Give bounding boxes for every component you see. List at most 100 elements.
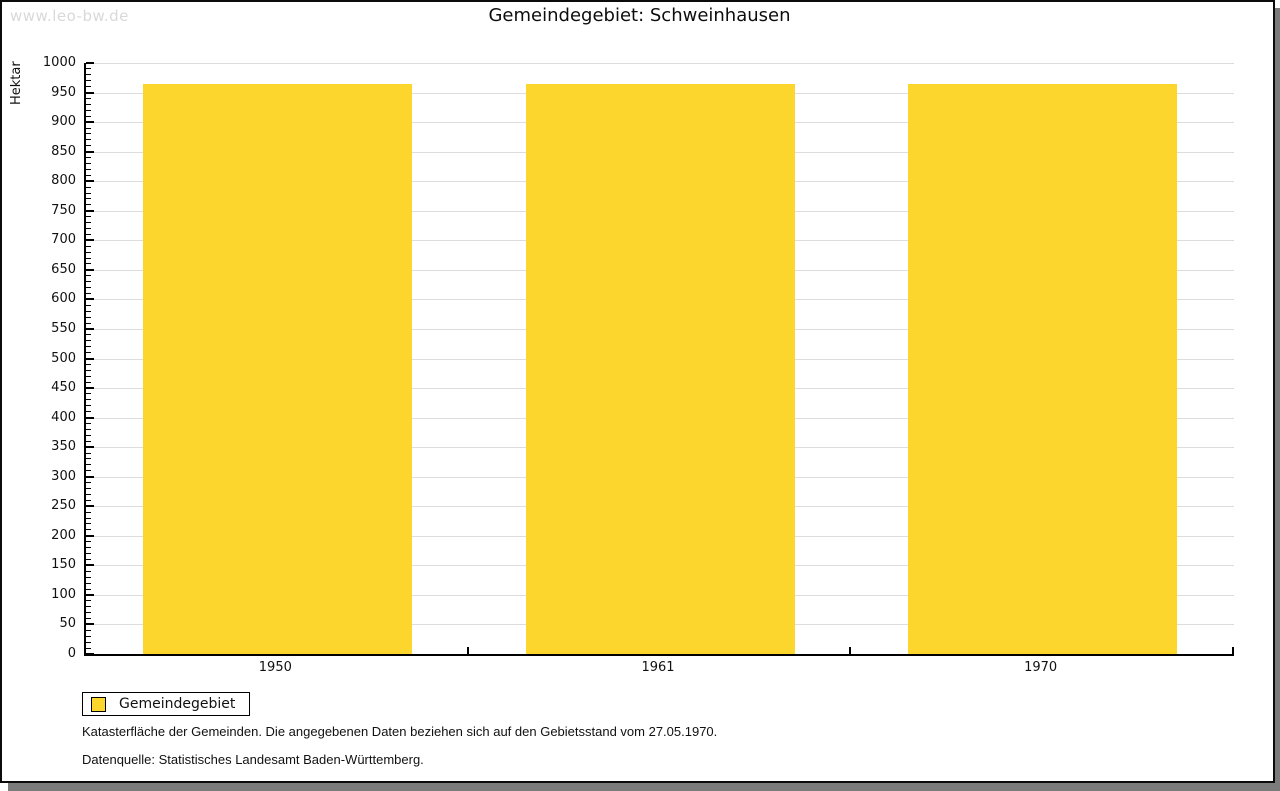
y-tick-label: 950 [51, 84, 76, 100]
y-minor-tick [86, 346, 91, 348]
y-tick-label: 250 [51, 498, 76, 514]
y-tick-label: 100 [51, 586, 76, 602]
y-major-tick [86, 387, 94, 390]
window-shadow-right [1275, 8, 1280, 791]
y-minor-tick [86, 186, 91, 188]
y-tick-label: 500 [51, 350, 76, 366]
y-minor-tick [86, 352, 91, 354]
y-tick-label: 850 [51, 143, 76, 159]
gridline [86, 63, 1234, 64]
y-tick-label: 200 [51, 527, 76, 543]
y-minor-tick [86, 68, 91, 70]
y-minor-tick [86, 399, 91, 401]
y-major-tick [86, 180, 94, 183]
y-minor-tick [86, 103, 91, 105]
y-minor-tick [86, 405, 91, 407]
y-minor-tick [86, 629, 91, 631]
bar-1961 [525, 84, 795, 654]
y-minor-tick [86, 411, 91, 413]
y-minor-tick [86, 233, 91, 235]
y-tick-label: 800 [51, 173, 76, 189]
y-minor-tick [86, 162, 91, 164]
y-minor-tick [86, 612, 91, 614]
y-minor-tick [86, 145, 91, 147]
y-major-tick [86, 121, 94, 124]
y-tick-label: 450 [51, 380, 76, 396]
y-minor-tick [86, 245, 91, 247]
x-boundary-tick [849, 647, 852, 654]
y-tick-label: 1000 [42, 55, 76, 70]
y-minor-tick [86, 647, 91, 649]
legend-swatch [91, 696, 106, 712]
y-minor-tick [86, 488, 91, 490]
y-minor-tick [86, 275, 91, 277]
y-minor-tick [86, 618, 91, 620]
y-minor-tick [86, 635, 91, 637]
x-category-label: 1950 [258, 660, 292, 675]
y-tick-label: 750 [51, 202, 76, 218]
y-major-tick [86, 298, 94, 301]
y-minor-tick [86, 553, 91, 555]
y-minor-tick [86, 369, 91, 371]
y-minor-tick [86, 523, 91, 525]
y-tick-label: 650 [51, 261, 76, 277]
y-minor-tick [86, 440, 91, 442]
y-minor-tick [86, 251, 91, 253]
y-major-tick [86, 327, 94, 330]
y-minor-tick [86, 493, 91, 495]
y-minor-tick [86, 582, 91, 584]
y-minor-tick [86, 464, 91, 466]
y-minor-tick [86, 517, 91, 519]
window-shadow-bottom [8, 783, 1280, 791]
y-minor-tick [86, 423, 91, 425]
y-minor-tick [86, 168, 91, 170]
y-major-tick [86, 505, 94, 508]
y-minor-tick [86, 334, 91, 336]
y-minor-tick [86, 97, 91, 99]
y-minor-tick [86, 222, 91, 224]
y-minor-tick [86, 109, 91, 111]
y-major-tick [86, 623, 94, 626]
y-minor-tick [86, 428, 91, 430]
y-major-tick [86, 268, 94, 271]
y-minor-tick [86, 470, 91, 472]
footnote-line-1: Katasterfläche der Gemeinden. Die angege… [82, 724, 718, 739]
y-major-tick [86, 150, 94, 153]
y-minor-tick [86, 287, 91, 289]
y-minor-tick [86, 198, 91, 200]
y-minor-tick [86, 192, 91, 194]
legend-label: Gemeindegebiet [119, 696, 236, 712]
y-minor-tick [86, 393, 91, 395]
footnote-line-2: Datenquelle: Statistisches Landesamt Bad… [82, 752, 424, 767]
y-minor-tick [86, 452, 91, 454]
y-minor-tick [86, 570, 91, 572]
y-minor-tick [86, 174, 91, 176]
y-tick-label: 0 [67, 646, 76, 661]
chart-title: Gemeindegebiet: Schweinhausen [488, 5, 791, 26]
y-minor-tick [86, 363, 91, 365]
y-minor-tick [86, 304, 91, 306]
y-minor-tick [86, 133, 91, 135]
y-minor-tick [86, 281, 91, 283]
y-tick-label: 350 [51, 439, 76, 455]
y-major-tick [86, 239, 94, 242]
y-minor-tick [86, 576, 91, 578]
y-minor-tick [86, 375, 91, 377]
y-minor-tick [86, 322, 91, 324]
y-minor-tick [86, 310, 91, 312]
y-tick-label: 550 [51, 320, 76, 336]
y-tick-label: 50 [59, 616, 76, 632]
y-major-tick [86, 446, 94, 449]
y-minor-tick [86, 606, 91, 608]
y-minor-tick [86, 139, 91, 141]
y-minor-tick [86, 588, 91, 590]
x-category-label: 1961 [641, 660, 675, 675]
y-minor-tick [86, 499, 91, 501]
y-major-tick [86, 416, 94, 419]
y-major-tick [86, 564, 94, 567]
y-minor-tick [86, 204, 91, 206]
y-minor-tick [86, 80, 91, 82]
y-tick-label: 300 [51, 468, 76, 484]
